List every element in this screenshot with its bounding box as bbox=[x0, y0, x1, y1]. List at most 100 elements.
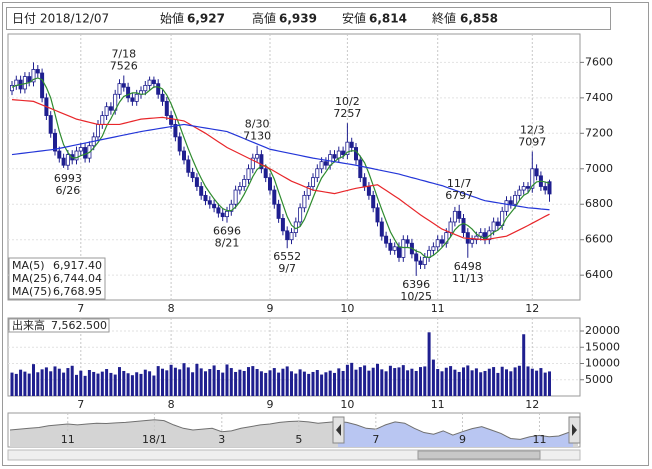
candle-body bbox=[521, 186, 526, 191]
candle-body bbox=[190, 171, 195, 179]
candle-body bbox=[250, 157, 255, 170]
candle-body bbox=[267, 177, 272, 191]
volume-bar bbox=[513, 367, 517, 396]
candle-body bbox=[362, 177, 367, 187]
candle-body bbox=[203, 194, 208, 202]
candle-body bbox=[513, 194, 518, 205]
volume-bar bbox=[40, 369, 44, 396]
candle-body bbox=[143, 85, 148, 92]
candle-body bbox=[285, 230, 290, 241]
candle-body bbox=[100, 115, 105, 125]
candle-body bbox=[242, 179, 247, 187]
candle-body bbox=[491, 221, 496, 232]
candle-body bbox=[74, 150, 79, 161]
volume-bar bbox=[277, 372, 281, 396]
volume-bar bbox=[436, 369, 440, 396]
x-tick-label: 11 bbox=[61, 433, 75, 446]
scrollbar-track[interactable] bbox=[7, 449, 581, 461]
volume-bar bbox=[333, 372, 336, 396]
volume-bar bbox=[126, 373, 130, 396]
volume-bar bbox=[225, 364, 229, 396]
candle-body bbox=[435, 239, 440, 248]
annotation-date: 7/18 bbox=[111, 47, 136, 60]
annotation-value: 7526 bbox=[110, 59, 138, 72]
volume-bar bbox=[470, 370, 474, 396]
candle-body bbox=[302, 194, 307, 209]
candle-body bbox=[48, 115, 53, 134]
candle-body bbox=[422, 257, 427, 265]
volume-bar bbox=[87, 370, 91, 396]
handle-arrow bbox=[572, 424, 577, 436]
volume-bar bbox=[199, 368, 203, 396]
scrollbar-thumb[interactable] bbox=[417, 450, 541, 460]
volume-bar bbox=[169, 364, 173, 396]
volume-bar bbox=[401, 365, 405, 396]
volume-bar bbox=[83, 375, 87, 396]
candle-body bbox=[207, 200, 212, 205]
handle-arrow bbox=[336, 424, 341, 436]
volume-bar bbox=[216, 370, 220, 396]
volume-bar bbox=[363, 365, 367, 396]
volume-bar bbox=[229, 368, 233, 396]
candle-body bbox=[379, 221, 384, 237]
volume-bar bbox=[539, 368, 543, 396]
volume-bar bbox=[307, 373, 311, 396]
y-tick-label: 10000 bbox=[585, 357, 620, 370]
volume-bar bbox=[341, 370, 345, 396]
volume-bar bbox=[173, 367, 177, 396]
volume-bar bbox=[449, 366, 453, 396]
volume-bar bbox=[380, 369, 384, 396]
volume-title-label: 出来高 bbox=[12, 318, 45, 332]
volume-bar bbox=[100, 371, 104, 396]
candle-body bbox=[9, 85, 14, 92]
candle-body bbox=[147, 79, 152, 86]
annotation-date: 6/26 bbox=[56, 184, 81, 197]
candle-body bbox=[233, 189, 238, 205]
annotation-date: 8/30 bbox=[245, 118, 270, 131]
volume-bar bbox=[315, 370, 319, 396]
volume-bar bbox=[143, 369, 147, 396]
volume-bar bbox=[410, 368, 414, 396]
candle-body bbox=[194, 177, 199, 187]
candle-body bbox=[310, 177, 315, 187]
volume-bar bbox=[423, 366, 427, 396]
annotation-date: 10/25 bbox=[400, 290, 432, 303]
volume-bar bbox=[109, 372, 113, 396]
volume-bar bbox=[118, 367, 121, 396]
candle-body bbox=[83, 147, 88, 159]
candle-body bbox=[470, 239, 475, 244]
candle-body bbox=[298, 207, 303, 223]
y-tick-label: 6600 bbox=[585, 233, 613, 246]
volume-bar bbox=[376, 363, 379, 396]
candle-body bbox=[526, 186, 531, 189]
header-field-name: 安値 bbox=[342, 11, 366, 26]
candle-body bbox=[65, 154, 70, 166]
annotation-date: 12/3 bbox=[520, 124, 545, 137]
annotation-value: 7257 bbox=[333, 107, 361, 120]
volume-bar bbox=[431, 359, 435, 396]
volume-bar bbox=[105, 369, 109, 396]
x-tick-label: 9 bbox=[459, 433, 466, 446]
x-tick-label: 7 bbox=[77, 302, 84, 315]
volume-bar bbox=[195, 363, 199, 396]
navigator-line bbox=[9, 419, 579, 440]
candle-body bbox=[543, 186, 548, 191]
candle-body bbox=[57, 150, 62, 159]
candle-body bbox=[263, 168, 268, 179]
volume-bar bbox=[371, 367, 375, 396]
annotation-date: 8/21 bbox=[215, 237, 240, 250]
candle-body bbox=[495, 221, 500, 226]
volume-bar bbox=[152, 375, 156, 396]
volume-bar bbox=[148, 371, 152, 396]
chart-layer: 日付 2018/12/07 始値 6,927 高値 6,939 安値 6,814 終値 6,858… bbox=[7, 11, 620, 448]
volume-bar bbox=[212, 365, 216, 396]
volume-bar bbox=[62, 372, 66, 396]
volume-bar bbox=[298, 369, 302, 396]
x-tick-label: 9 bbox=[267, 302, 274, 315]
header-label: 日付 bbox=[12, 12, 36, 26]
volume-bar bbox=[178, 369, 182, 396]
candle-body bbox=[108, 106, 113, 111]
volume-bar bbox=[92, 371, 96, 396]
